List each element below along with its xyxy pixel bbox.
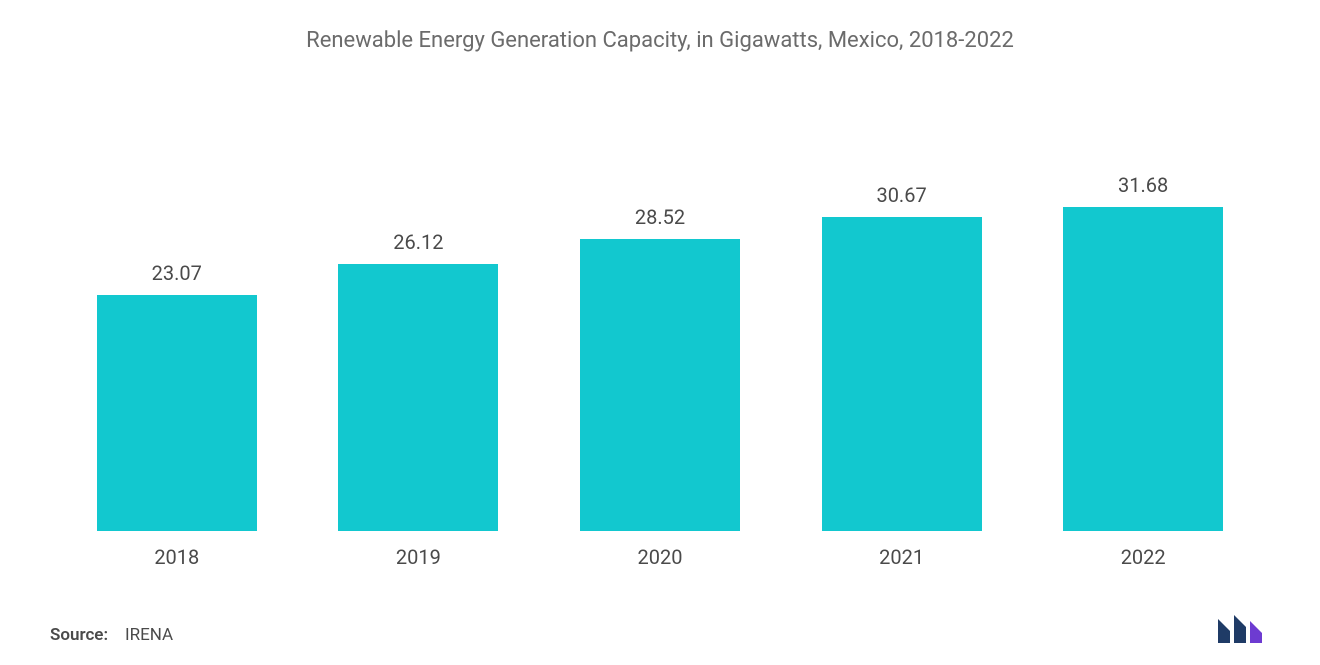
x-axis-label: 2019 bbox=[298, 545, 540, 569]
bar-slot: 31.68 bbox=[1022, 63, 1264, 531]
bar-slot: 23.07 bbox=[56, 63, 298, 531]
source-label: Source: bbox=[50, 625, 108, 645]
bar-rect bbox=[580, 239, 740, 531]
x-axis-labels: 20182019202020212022 bbox=[50, 537, 1270, 569]
chart-footer: Source: IRENA bbox=[50, 603, 1270, 645]
source-citation: Source: IRENA bbox=[50, 625, 173, 645]
bar-slot: 26.12 bbox=[298, 63, 540, 531]
x-axis-label: 2022 bbox=[1022, 545, 1264, 569]
bar-slot: 28.52 bbox=[539, 63, 781, 531]
bar-value-label: 28.52 bbox=[635, 205, 685, 229]
brand-logo-icon bbox=[1216, 613, 1270, 645]
bar-rect bbox=[97, 295, 257, 531]
bar-value-label: 23.07 bbox=[152, 261, 202, 285]
bar-rect bbox=[822, 217, 982, 531]
bar-rect bbox=[338, 264, 498, 531]
x-axis-label: 2018 bbox=[56, 545, 298, 569]
source-value: IRENA bbox=[125, 625, 173, 645]
x-axis-label: 2020 bbox=[539, 545, 781, 569]
chart-container: Renewable Energy Generation Capacity, in… bbox=[0, 0, 1320, 665]
bar-value-label: 26.12 bbox=[393, 230, 443, 254]
bar-value-label: 30.67 bbox=[876, 183, 926, 207]
plot-area: 23.07 26.12 28.52 30.67 31.68 bbox=[50, 63, 1270, 531]
x-axis-label: 2021 bbox=[781, 545, 1023, 569]
bars-group: 23.07 26.12 28.52 30.67 31.68 bbox=[50, 63, 1270, 531]
chart-title: Renewable Energy Generation Capacity, in… bbox=[50, 28, 1270, 53]
bar-rect bbox=[1063, 207, 1223, 531]
bar-slot: 30.67 bbox=[781, 63, 1023, 531]
bar-value-label: 31.68 bbox=[1118, 173, 1168, 197]
